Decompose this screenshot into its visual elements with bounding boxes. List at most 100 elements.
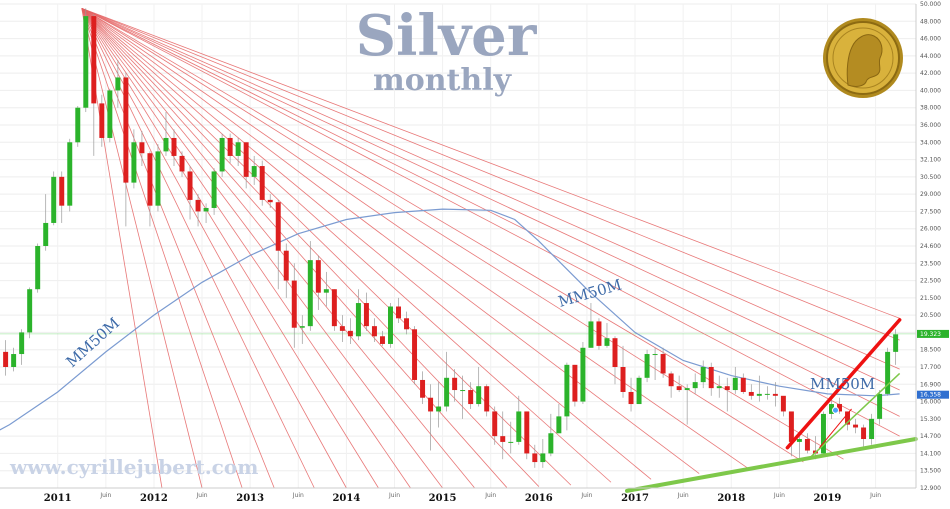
- fan-line: [81, 8, 652, 480]
- x-year-label: 2011: [44, 493, 72, 504]
- candle-up: [764, 393, 770, 395]
- chart-title: Silver: [356, 3, 538, 69]
- y-tick-label: 23.500: [920, 260, 941, 267]
- candle-down: [171, 137, 177, 156]
- candle-up: [548, 433, 554, 454]
- x-month-label: Juin: [196, 492, 208, 499]
- fan-line: [81, 8, 243, 489]
- candle-down: [468, 390, 474, 405]
- candle-down: [412, 329, 418, 380]
- candle-down: [620, 367, 626, 392]
- fan-line: [81, 7, 900, 417]
- fan-line: [81, 7, 804, 463]
- candle-down: [572, 364, 578, 402]
- y-tick-label: 44.000: [920, 53, 941, 60]
- x-year-label: 2019: [814, 493, 842, 504]
- candle-down: [788, 411, 794, 442]
- y-tick-label: 12.900: [920, 485, 941, 492]
- support-trendline: [625, 437, 918, 493]
- candle-down: [195, 199, 201, 212]
- fan-line: [81, 7, 844, 460]
- candle-down: [524, 411, 530, 454]
- candle-down: [845, 411, 851, 425]
- candle-up: [355, 303, 361, 337]
- candle-up: [115, 77, 121, 91]
- candle-up: [820, 413, 826, 454]
- candle-up: [307, 260, 313, 327]
- candle-up: [756, 393, 762, 396]
- website-watermark: www.cyrillejubert.com: [9, 455, 258, 479]
- x-month-label: Juin: [773, 492, 785, 499]
- candle-down: [243, 142, 249, 177]
- candle-up: [732, 377, 738, 391]
- y-tick-label: 29.000: [920, 191, 941, 198]
- fan-line: [81, 7, 748, 469]
- y-tick-label: 18.500: [920, 347, 941, 354]
- y-tick-label: 26.000: [920, 226, 941, 233]
- candle-down: [660, 354, 666, 374]
- candle-up: [388, 306, 393, 344]
- x-year-label: 2017: [621, 493, 649, 504]
- candle-down: [668, 373, 674, 387]
- candle-up: [83, 16, 89, 108]
- candle-down: [532, 453, 538, 463]
- candle-up: [540, 453, 546, 463]
- candle-up: [556, 416, 562, 434]
- y-tick-label: 34.000: [920, 139, 941, 146]
- fan-line: [81, 8, 572, 486]
- fan-line: [81, 8, 203, 489]
- y-tick-label: 16.000: [920, 399, 941, 406]
- fan-line: [81, 7, 900, 319]
- candle-up: [516, 411, 522, 442]
- y-tick-label: 36.000: [920, 122, 941, 129]
- candle-up: [885, 351, 891, 394]
- candle-up: [636, 377, 642, 405]
- ma-price-value: 16.358: [920, 392, 941, 399]
- candle-up: [476, 386, 482, 405]
- candle-up: [716, 386, 722, 389]
- fan-line: [81, 8, 315, 489]
- trend-lines: [625, 318, 918, 493]
- candle-down: [452, 377, 458, 391]
- candle-up: [588, 321, 594, 348]
- x-month-label: Juin: [677, 492, 689, 499]
- candle-up: [251, 166, 257, 177]
- candle-down: [837, 404, 842, 412]
- candle-down: [596, 321, 602, 346]
- x-year-label: 2016: [525, 493, 553, 504]
- candle-down: [99, 103, 105, 138]
- candle-down: [275, 202, 281, 251]
- candle-down: [267, 199, 273, 203]
- y-tick-label: 50.000: [920, 1, 941, 8]
- y-tick-label: 14.100: [920, 450, 941, 457]
- candle-down: [396, 306, 401, 319]
- candle-down: [780, 395, 786, 412]
- y-tick-label: 13.500: [920, 468, 941, 475]
- ma-label-right: MM50M: [810, 375, 875, 393]
- candle-down: [492, 411, 498, 437]
- y-tick-label: 40.000: [920, 87, 941, 94]
- candle-down: [379, 336, 385, 344]
- candle-down: [139, 142, 145, 154]
- candle-up: [235, 142, 241, 156]
- candle-up: [692, 382, 698, 389]
- y-tick-label: 22.500: [920, 278, 941, 285]
- candle-down: [428, 397, 434, 412]
- y-tick-label: 24.600: [920, 243, 941, 250]
- candle-up: [652, 354, 658, 356]
- candle-up: [323, 289, 329, 293]
- candle-up: [155, 151, 161, 206]
- candle-down: [123, 77, 129, 183]
- candle-down: [315, 260, 321, 293]
- x-year-label: 2013: [236, 493, 264, 504]
- candle-down: [179, 155, 185, 172]
- candle-down: [147, 153, 153, 206]
- candle-up: [893, 334, 899, 352]
- fan-line: [81, 8, 379, 489]
- candle-down: [283, 250, 289, 281]
- candle-down: [748, 391, 754, 396]
- x-year-label: 2012: [140, 493, 168, 504]
- candle-up: [869, 418, 875, 440]
- candle-up: [211, 171, 217, 208]
